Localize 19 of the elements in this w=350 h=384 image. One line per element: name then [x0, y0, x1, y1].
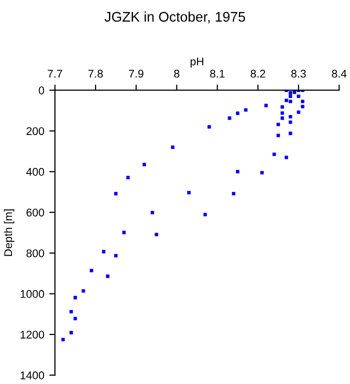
y-tick-label: 1200	[20, 330, 44, 339]
x-tick-label: 8	[174, 70, 180, 78]
x-tick-label: 8.4	[332, 70, 347, 78]
y-tick-label: 200	[26, 127, 44, 136]
x-tick-label: 8.2	[250, 70, 266, 78]
y-axis-title: Depth [m]	[4, 209, 14, 256]
chart-title: JGZK in October, 1975	[104, 12, 246, 24]
x-tick-label: 7.7	[48, 70, 62, 78]
y-tick-label: 800	[26, 249, 44, 258]
x-tick-label: 8.1	[210, 70, 225, 78]
x-tick-label: 8.3	[291, 70, 306, 78]
x-tick-label: 7.8	[88, 70, 103, 78]
x-tick-label: 7.9	[128, 70, 144, 78]
y-tick-label: 1400	[20, 371, 44, 380]
y-tick-label: 0	[38, 86, 44, 94]
x-axis-title: pH	[190, 58, 204, 68]
y-tick-label: 400	[26, 168, 44, 176]
y-tick-label: 1000	[20, 290, 44, 298]
y-tick-label: 600	[26, 208, 44, 216]
